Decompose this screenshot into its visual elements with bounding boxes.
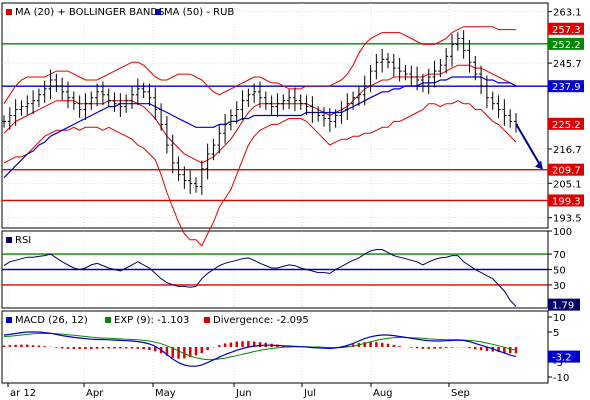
price-tag-label: 199.3 xyxy=(552,196,581,207)
macd-tag-box xyxy=(548,350,580,363)
macd-signal-line xyxy=(3,333,517,361)
price-tag-label: 237.9 xyxy=(552,82,581,93)
projection-arrow-head xyxy=(535,160,543,170)
macd-line xyxy=(3,331,517,367)
y-tick-label-main: 263.1 xyxy=(553,8,582,19)
bollinger-upper-line xyxy=(3,26,516,104)
price-tag-box xyxy=(548,117,584,130)
macd-tag-label: -3.2 xyxy=(552,353,572,364)
x-tick-label: Jun xyxy=(235,388,252,399)
price-tag-label: 252.2 xyxy=(552,40,581,51)
legend-swatch-macd xyxy=(6,317,12,323)
x-tick-label: ar 12 xyxy=(10,388,36,399)
legend-label: MA (50) - RUB xyxy=(164,7,234,18)
legend-label-macd: EXP (9): -1.103 xyxy=(114,315,189,326)
y-tick-label-rsi: 30 xyxy=(553,281,566,292)
y-tick-label-rsi: 70 xyxy=(553,250,566,261)
price-tag-box xyxy=(548,194,584,207)
price-tag-box xyxy=(548,80,584,93)
x-tick-label: Sep xyxy=(451,388,470,399)
y-tick-label-macd: -5 xyxy=(553,358,563,369)
y-tick-label-rsi: 50 xyxy=(553,266,566,277)
y-tick-label-main: 245.7 xyxy=(553,59,582,70)
legend-swatch xyxy=(155,9,161,15)
y-tick-label-main: 205.1 xyxy=(553,179,582,190)
rsi-line xyxy=(3,249,517,307)
price-tag-label: 225.2 xyxy=(552,120,581,131)
legend-label-macd: Divergence: -2.095 xyxy=(213,315,309,326)
y-tick-label-macd: 10 xyxy=(553,313,566,324)
price-tag-label: 257.3 xyxy=(552,25,581,36)
legend-swatch-rsi xyxy=(6,237,12,243)
price-tag-box xyxy=(548,22,584,35)
legend-swatch-macd xyxy=(204,317,210,323)
y-tick-label-main: 193.5 xyxy=(553,214,582,225)
rsi-tag-label: 1.79 xyxy=(552,301,574,312)
price-tag-box xyxy=(548,37,584,50)
legend-label-rsi: RSI xyxy=(15,235,31,246)
x-tick-label: Aug xyxy=(373,388,393,399)
y-tick-label-macd: -10 xyxy=(553,373,569,384)
x-tick-label: Jul xyxy=(303,388,316,399)
projection-arrow-line xyxy=(515,123,542,168)
ma50-line xyxy=(3,76,517,179)
bollinger-lower-line xyxy=(3,100,517,247)
y-tick-label-rsi: 100 xyxy=(553,227,572,238)
y-tick-label-macd: 5 xyxy=(553,328,559,339)
x-tick-label: May xyxy=(155,388,176,399)
legend-swatch xyxy=(6,9,12,15)
x-tick-label: Apr xyxy=(86,388,104,399)
price-tag-label: 209.7 xyxy=(552,166,581,177)
legend-label: MA (20) + BOLLINGER BANDS xyxy=(15,7,164,18)
legend-label-macd: MACD (26, 12) xyxy=(15,315,88,326)
y-tick-label-main: 216.7 xyxy=(553,145,582,156)
rsi-tag-box xyxy=(548,298,580,311)
price-tag-box xyxy=(548,163,584,176)
legend-swatch-macd xyxy=(105,317,111,323)
